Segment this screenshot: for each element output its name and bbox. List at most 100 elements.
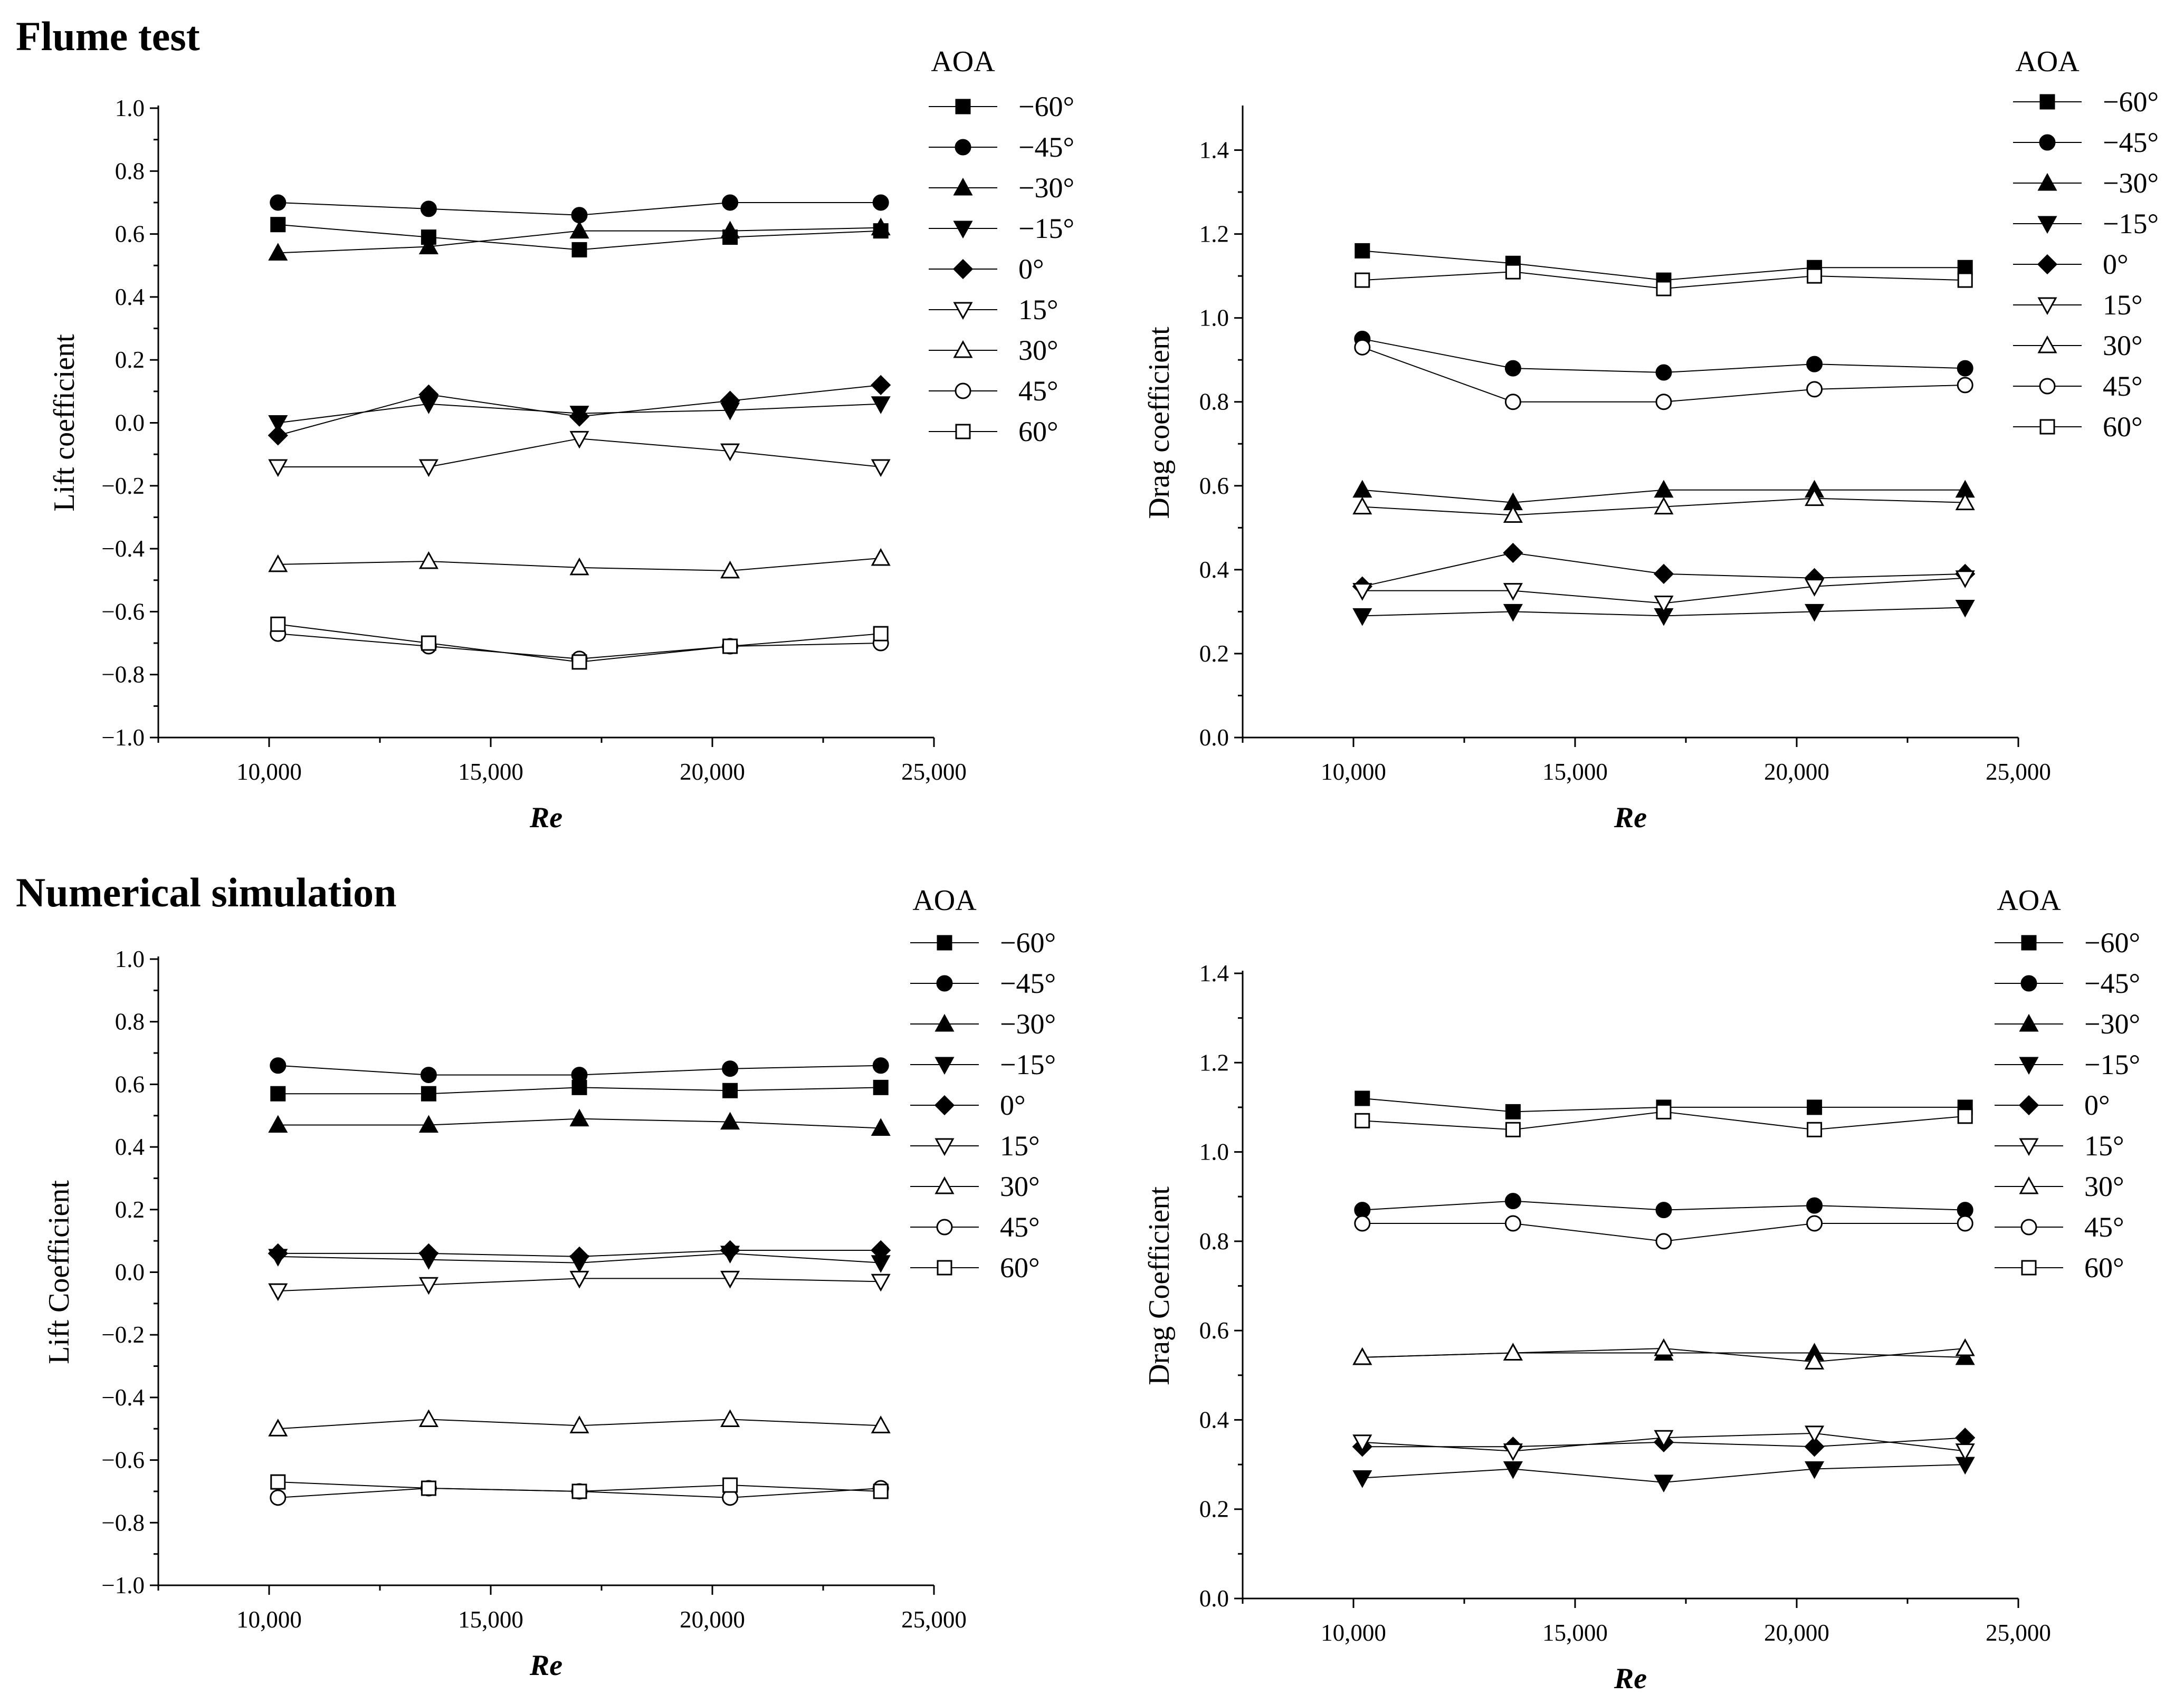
data-point (1955, 492, 1975, 511)
data-point (268, 459, 288, 477)
data-point (1957, 377, 1973, 394)
legend-marker (953, 221, 973, 239)
legend-marker (953, 177, 973, 196)
y-tick-label: −0.8 (101, 1509, 145, 1536)
data-point (1503, 604, 1523, 622)
data-point (268, 425, 288, 446)
data-point (722, 638, 738, 654)
legend-marker (2019, 1013, 2039, 1032)
legend-label: −15° (2084, 1049, 2140, 1080)
legend-label: −45° (1000, 968, 1056, 999)
x-tick-label: 10,000 (236, 1606, 302, 1633)
legend-label: 45° (2103, 370, 2143, 402)
series-2 (1354, 1193, 1973, 1219)
series-3 (1352, 480, 1975, 511)
data-point (1654, 496, 1674, 515)
data-point (418, 1115, 438, 1133)
y-tick-label: 0.0 (1199, 1585, 1229, 1612)
data-point (1957, 360, 1973, 377)
y-tick-label: 0.2 (115, 347, 145, 373)
legend-marker (2037, 173, 2057, 191)
y-tick-label: 0.4 (115, 284, 145, 310)
data-point (268, 1243, 288, 1264)
legend-marker (2020, 975, 2037, 992)
data-point (420, 1067, 437, 1084)
data-point (1955, 599, 1975, 618)
data-point (720, 443, 740, 462)
data-point (569, 1415, 589, 1433)
section-title-numerical: Numerical simulation (16, 869, 396, 915)
data-point (1505, 264, 1521, 280)
data-point (1805, 579, 1825, 597)
data-point (720, 560, 740, 579)
data-point (720, 1240, 740, 1261)
data-point (871, 1415, 891, 1433)
legend-label: −60° (2084, 927, 2140, 959)
data-point (1806, 381, 1823, 398)
x-tick-label: 10,000 (1321, 1620, 1386, 1646)
data-point (1957, 1202, 1973, 1219)
data-point (421, 635, 436, 651)
data-point (1355, 1113, 1370, 1128)
data-point (270, 1086, 286, 1102)
series-3 (268, 217, 891, 261)
data-point (1655, 394, 1672, 410)
y-tick-label: −0.6 (101, 598, 145, 625)
data-point (421, 1480, 436, 1496)
legend-marker (955, 139, 971, 156)
x-tick-label: 20,000 (680, 759, 745, 785)
data-point (418, 1409, 438, 1427)
y-tick-label: 0.2 (1199, 1496, 1229, 1523)
data-point (571, 242, 587, 257)
y-tick-label: 0.0 (1199, 724, 1229, 751)
legend-marker (934, 1138, 955, 1156)
data-point (418, 236, 438, 254)
legend-marker (937, 1260, 952, 1276)
x-axis-title: Re (529, 801, 562, 834)
legend-title: AOA (912, 884, 977, 917)
data-point (270, 217, 286, 233)
y-tick-label: 0.6 (1199, 473, 1229, 499)
y-tick-label: 0.8 (115, 1009, 145, 1035)
legend-marker (2019, 1138, 2039, 1156)
series-7 (1352, 1338, 1975, 1370)
y-tick-label: 0.6 (115, 1071, 145, 1097)
data-point (1806, 1197, 1823, 1214)
series-5 (268, 1240, 891, 1267)
series-1 (1355, 243, 1973, 288)
data-point (722, 1477, 738, 1493)
y-tick-label: 0.8 (115, 158, 145, 184)
legend: AOA −60° −45° −30° −15° 0° 15° 30° 45° 60° (929, 45, 1074, 447)
y-tick-label: −0.8 (101, 662, 145, 688)
data-point (871, 548, 891, 566)
data-point (1354, 1202, 1371, 1219)
data-point (571, 1067, 588, 1084)
data-point (268, 415, 288, 433)
data-point (872, 194, 889, 211)
legend-label: 15° (2084, 1130, 2124, 1162)
legend-label: 60° (2103, 411, 2143, 443)
data-point (571, 207, 588, 224)
data-point (569, 221, 589, 239)
data-point (569, 1108, 589, 1127)
y-axis-title: Lift coefficient (48, 334, 81, 512)
y-tick-label: −1.0 (101, 724, 145, 751)
x-tick-label: 10,000 (1321, 759, 1386, 785)
y-tick-label: −0.2 (101, 1322, 145, 1348)
data-point (1504, 394, 1521, 410)
legend-label: 15° (1018, 294, 1058, 326)
data-point (1805, 488, 1825, 506)
series-9 (270, 1474, 889, 1499)
x-axis-title: Re (1614, 801, 1647, 834)
data-point (871, 1118, 891, 1136)
series-2 (1354, 330, 1973, 381)
data-point (1957, 1108, 1973, 1124)
data-point (270, 1489, 287, 1506)
chart-panel-4: 0.0 0.2 0.4 0.6 0.8 1.0 1.2 1.4 10,000 15,000 20,0… (1143, 884, 2140, 1695)
legend-label: 0° (2084, 1089, 2110, 1121)
data-point (268, 1115, 288, 1133)
data-point (720, 1270, 740, 1289)
data-point (1352, 496, 1372, 515)
legend-marker (2037, 216, 2057, 234)
legend-label: 15° (1000, 1130, 1040, 1162)
